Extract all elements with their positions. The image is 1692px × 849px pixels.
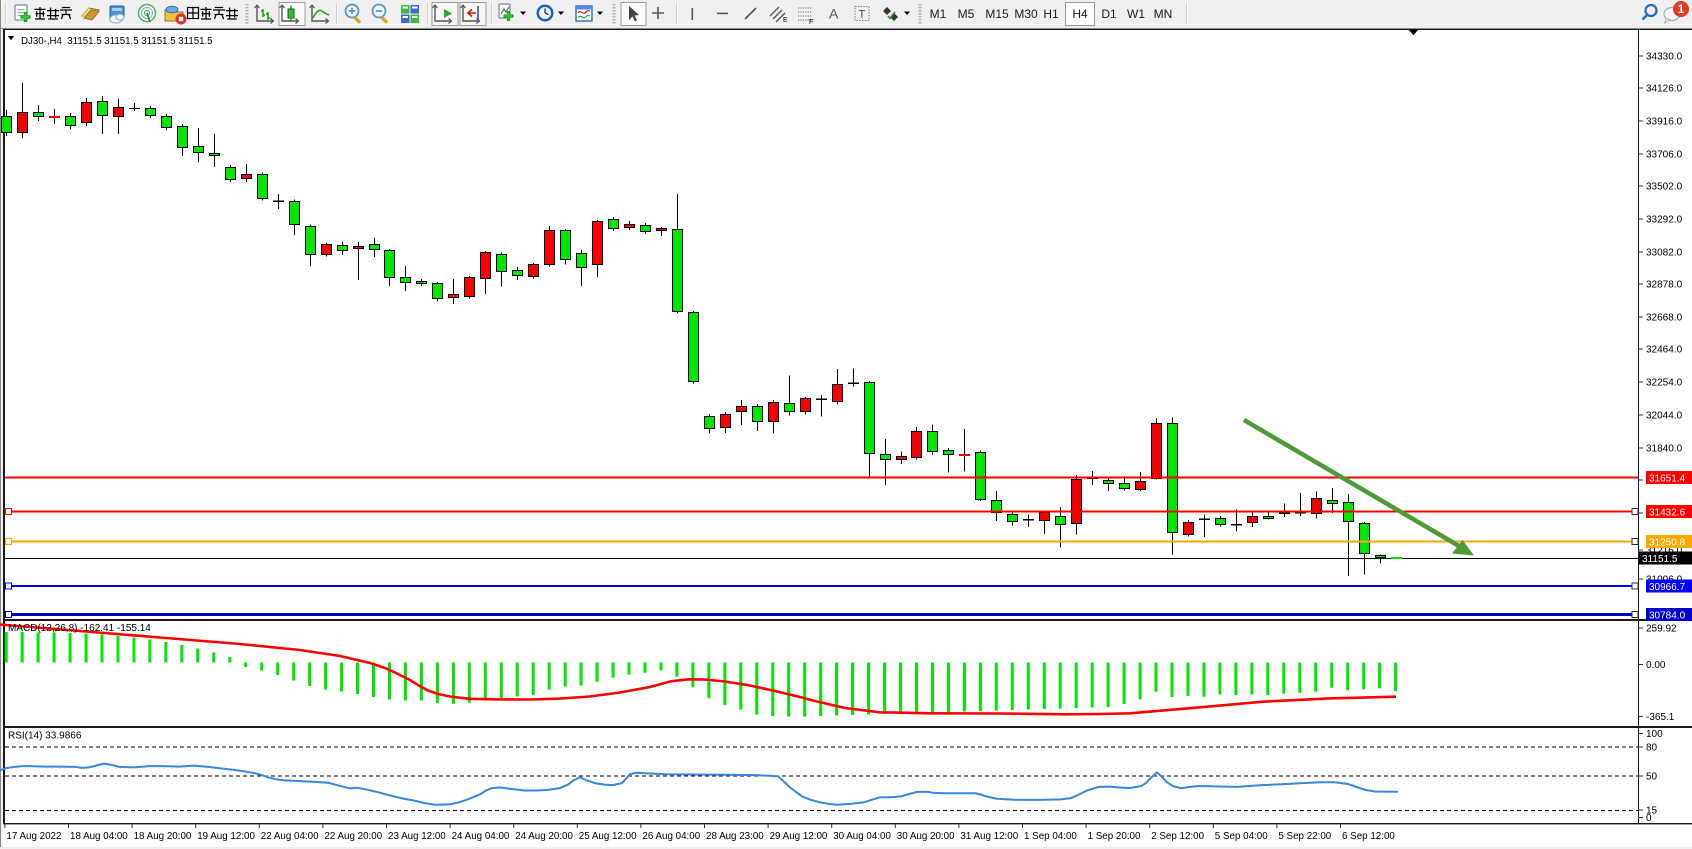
svg-text:1 Sep 20:00: 1 Sep 20:00 [1088,831,1141,842]
svg-text:1 Sep 04:00: 1 Sep 04:00 [1024,831,1077,842]
svg-text:33082.0: 33082.0 [1646,248,1683,259]
svg-text:0: 0 [1646,813,1652,824]
svg-text:RSI(14) 33.9866: RSI(14) 33.9866 [8,731,82,742]
svg-text:MN: MN [1154,7,1173,21]
svg-text:19 Aug 12:00: 19 Aug 12:00 [197,831,255,842]
svg-text:259.92: 259.92 [1646,624,1677,635]
svg-text:22 Aug 20:00: 22 Aug 20:00 [324,831,382,842]
svg-text:1: 1 [1678,4,1685,16]
svg-text:33706.0: 33706.0 [1646,150,1683,161]
svg-text:M15: M15 [985,7,1009,21]
svg-text:W1: W1 [1127,7,1145,21]
svg-text:30784.0: 30784.0 [1649,610,1686,621]
svg-text:32878.0: 32878.0 [1646,280,1683,291]
svg-text:33292.0: 33292.0 [1646,215,1683,226]
svg-text:34126.0: 34126.0 [1646,84,1683,95]
svg-text:6 Sep 12:00: 6 Sep 12:00 [1342,831,1395,842]
svg-text:80: 80 [1646,743,1658,754]
svg-text:24 Aug 20:00: 24 Aug 20:00 [515,831,573,842]
svg-text:5 Sep 22:00: 5 Sep 22:00 [1278,831,1331,842]
svg-text:15: 15 [1646,806,1658,817]
svg-text:31250.8: 31250.8 [1649,537,1686,548]
svg-text:32254.0: 32254.0 [1646,378,1683,389]
svg-text:30 Aug 04:00: 30 Aug 04:00 [833,831,891,842]
svg-text:30966.7: 30966.7 [1649,582,1686,593]
svg-text:26 Aug 04:00: 26 Aug 04:00 [642,831,700,842]
svg-text:50: 50 [1646,772,1658,783]
svg-text:25 Aug 12:00: 25 Aug 12:00 [579,831,637,842]
svg-text:A: A [829,6,839,22]
svg-text:32464.0: 32464.0 [1646,345,1683,356]
svg-text:T: T [859,9,866,21]
svg-text:18 Aug 20:00: 18 Aug 20:00 [134,831,192,842]
svg-text:-365.1: -365.1 [1646,712,1675,723]
svg-text:31432.6: 31432.6 [1649,507,1686,518]
svg-text:32044.0: 32044.0 [1646,411,1683,422]
svg-text:M1: M1 [930,7,947,21]
svg-text:2 Sep 12:00: 2 Sep 12:00 [1151,831,1204,842]
svg-text:0.00: 0.00 [1646,660,1666,671]
svg-text:28 Aug 23:00: 28 Aug 23:00 [706,831,764,842]
svg-text:100: 100 [1646,729,1663,740]
svg-text:5 Sep 04:00: 5 Sep 04:00 [1215,831,1268,842]
svg-text:H1: H1 [1043,7,1059,21]
svg-text:31 Aug 12:00: 31 Aug 12:00 [960,831,1018,842]
svg-text:DJ30-,H4 31151.5 31151.5 3115: DJ30-,H4 31151.5 31151.5 31151.5 31151.5 [21,36,213,47]
svg-text:34330.0: 34330.0 [1646,52,1683,63]
svg-text:30 Aug 20:00: 30 Aug 20:00 [897,831,955,842]
svg-text:31216.0: 31216.0 [1646,546,1683,557]
svg-text:H4: H4 [1072,7,1088,21]
svg-text:22 Aug 04:00: 22 Aug 04:00 [261,831,319,842]
svg-text:29 Aug 12:00: 29 Aug 12:00 [770,831,828,842]
svg-text:MACD(12,26,8) -162.41 -155.14: MACD(12,26,8) -162.41 -155.14 [8,623,151,634]
svg-text:31651.4: 31651.4 [1649,473,1686,484]
svg-text:31151.5: 31151.5 [1642,554,1678,565]
svg-text:31840.0: 31840.0 [1646,444,1683,455]
svg-text:F: F [809,19,813,26]
svg-text:23 Aug 12:00: 23 Aug 12:00 [388,831,446,842]
svg-text:24 Aug 04:00: 24 Aug 04:00 [452,831,510,842]
svg-text:E: E [783,17,788,24]
svg-text:M30: M30 [1014,7,1038,21]
svg-text:18 Aug 04:00: 18 Aug 04:00 [70,831,128,842]
svg-text:33916.0: 33916.0 [1646,117,1683,128]
svg-text:32668.0: 32668.0 [1646,313,1683,324]
svg-text:17 Aug 2022: 17 Aug 2022 [6,831,61,842]
svg-text:D1: D1 [1101,7,1117,21]
svg-text:33502.0: 33502.0 [1646,182,1683,193]
svg-text:M5: M5 [958,7,975,21]
